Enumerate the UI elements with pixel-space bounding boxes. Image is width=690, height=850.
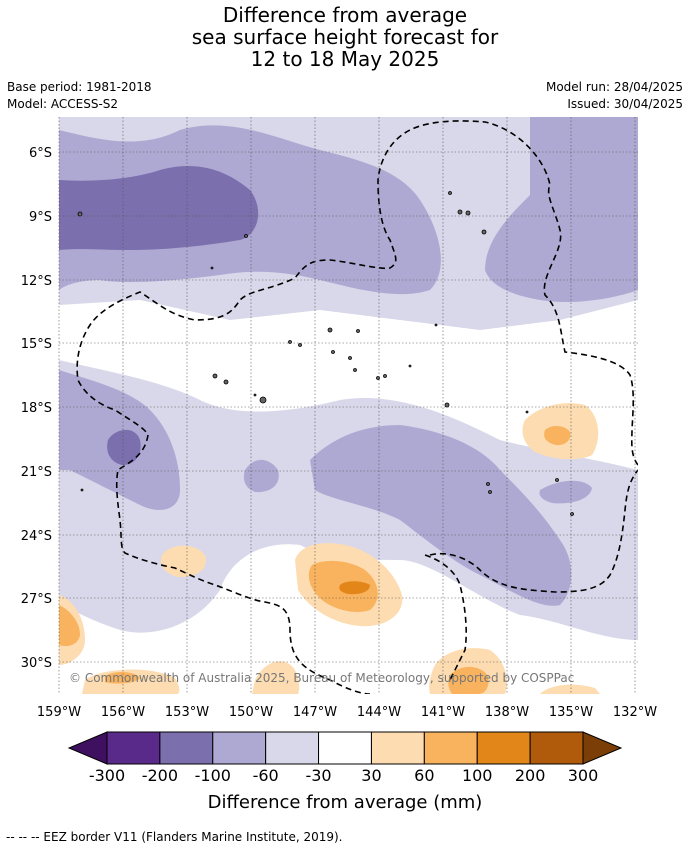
colorbar-swatch [159,731,214,765]
lon-label: 147°W [293,705,337,720]
colorbar-swatch [318,731,372,765]
base-period: Base period: 1981-2018 [7,80,152,94]
title-line-2: sea surface height forecast for [191,25,499,49]
model-name: Model: ACCESS-S2 [7,97,119,111]
anomaly-band-plus30-f [252,661,300,694]
lon-label: 138°W [485,705,529,720]
colorbar-tick: -60 [252,766,279,785]
anomaly-band-plus100 [339,581,370,595]
model-run: Model run: 28/04/2025 [545,80,683,94]
islands [77,191,574,516]
lon-label: 156°W [101,705,145,720]
colorbar [67,731,623,765]
longitude-labels: 159°W 156°W 153°W 150°W 147°W 144°W 141°W 138°W… [37,705,657,720]
colorbar-swatch [476,731,531,765]
anomaly-band-minus100 [59,166,259,250]
anomaly-band-plus60-d [448,666,489,694]
anomaly-band-minus60-patch2 [539,480,592,504]
colorbar-tick: -30 [305,766,332,785]
title-line-1: Difference from average [222,3,468,27]
colorbar-tick: 100 [461,766,493,785]
eez-border-2 [424,554,467,681]
anomaly-band-minus60-east [485,117,638,302]
colorbar-arrow-high [582,731,623,765]
colorbar-tick: 30 [361,766,382,785]
colorbar-tick: 300 [567,766,599,785]
lon-label: 144°W [357,705,401,720]
colorbar-swatch [423,731,478,765]
colorbar-arrow-low [67,731,108,765]
anomaly-band-minus100-patch [107,429,141,465]
issued-date: Issued: 30/04/2025 [567,97,683,111]
lat-label: 21°S [21,465,52,480]
lon-label: 159°W [37,705,81,720]
anomaly-band-plus60-c [59,605,80,647]
colorbar-tick: 60 [414,766,435,785]
eez-border-3 [429,469,638,593]
anomaly-band-plus30-h [540,684,600,694]
colorbar-tick: 200 [514,766,546,785]
anomaly-band-plus30-b [160,545,206,578]
anomaly-band-minus60-patch [243,459,279,493]
colorbar-swatch [370,731,425,765]
copyright-text: © Commonwealth of Australia 2025, Bureau… [69,671,574,685]
lat-label: 24°S [21,529,52,544]
lon-label: 150°W [229,705,273,720]
lat-label: 30°S [21,656,52,671]
lat-label: 18°S [21,401,52,416]
colorbar-swatch [529,731,584,765]
lon-label: 141°W [421,705,465,720]
colorbar-swatch [212,731,267,765]
lat-label: 9°S [29,210,52,225]
lon-label: 153°W [165,705,209,720]
title-line-3: 12 to 18 May 2025 [250,47,440,71]
eez-border [76,120,638,694]
lon-label: 135°W [549,705,593,720]
anomaly-band-plus60-e [105,672,140,684]
colorbar-swatch [106,731,161,765]
colorbar-label: Difference from average (mm) [207,792,483,813]
lon-label: 132°W [613,705,657,720]
lat-label: 6°S [29,146,52,161]
anomaly-field [59,117,638,694]
lat-label: 12°S [21,274,52,289]
anomaly-band-minus60-central [310,425,572,606]
colorbar-tick: -100 [194,766,231,785]
colorbar-tick: -300 [88,766,126,785]
lat-label: 27°S [21,592,52,607]
lat-label: 15°S [21,337,52,352]
eez-footnote: -- -- -- EEZ border V11 (Flanders Marine… [6,830,343,844]
colorbar-swatch [265,731,320,765]
colorbar-tick: -200 [141,766,179,785]
latitude-labels: 6°S 9°S 12°S 15°S 18°S 21°S 24°S 27°S 30°S [21,146,52,671]
anomaly-band-plus60-b [544,426,571,446]
gridlines [58,117,638,694]
